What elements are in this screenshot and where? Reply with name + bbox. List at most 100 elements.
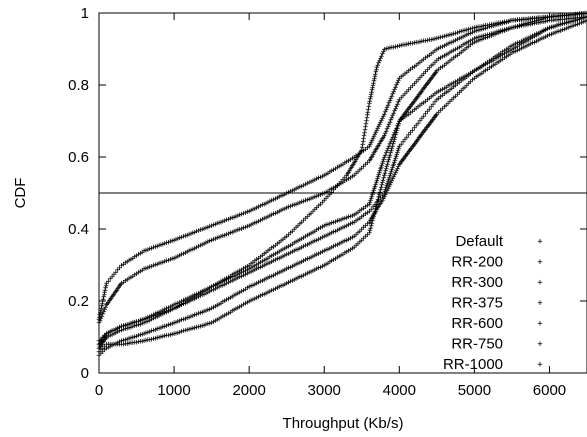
data-point: + [97,311,103,321]
data-point: + [424,124,430,134]
data-point: + [411,141,417,151]
data-point: + [395,164,401,174]
data-point: + [226,215,232,225]
data-point: + [361,162,367,172]
data-point: + [246,297,252,307]
data-point: + [438,43,444,53]
data-point: + [528,14,534,24]
data-point: + [230,273,236,283]
data-point: + [218,277,224,287]
data-point: + [162,332,168,342]
data-point: + [502,54,508,64]
data-point: + [338,251,344,261]
data-point: + [307,239,313,249]
data-point: + [556,21,562,31]
data-point: + [365,158,371,168]
data-point: + [367,157,373,167]
data-point: + [509,41,515,51]
data-point: + [314,175,320,185]
data-point: + [562,19,568,29]
data-point: + [362,128,368,138]
data-point: + [388,146,394,156]
data-point: + [248,282,254,292]
data-point: + [243,263,249,273]
data-point: + [101,337,107,347]
data-point: + [237,273,243,283]
data-point: + [423,68,429,78]
x-tick-label: 6000 [533,382,566,399]
data-point: + [434,56,440,66]
data-point: + [418,131,424,141]
data-point: + [192,294,198,304]
data-point: + [507,46,513,56]
data-point: + [425,66,431,76]
data-point: + [128,273,134,283]
data-point: + [524,41,530,51]
data-point: + [275,194,281,204]
data-point: + [252,261,258,271]
data-point: + [121,260,127,270]
data-point: + [246,261,252,271]
data-point: + [573,16,579,26]
data-point: + [374,205,380,215]
data-point: + [378,138,384,148]
data-point: + [263,213,269,223]
data-point: + [175,252,181,262]
y-tick-label: 0.2 [68,293,89,310]
data-point: + [475,33,481,43]
data-point: + [442,84,448,94]
data-point: + [367,207,373,217]
data-point: + [108,294,114,304]
data-point: + [98,314,104,324]
data-point: + [185,326,191,336]
data-point: + [134,317,140,327]
data-point: + [360,143,366,153]
data-point: + [278,246,284,256]
data-point: + [369,192,375,202]
data-point: + [387,153,393,163]
data-point: + [436,108,442,118]
data-point: + [371,186,377,196]
data-point: + [261,290,267,300]
data-point: + [500,26,506,36]
data-point: + [239,268,245,278]
data-point: + [108,340,114,350]
data-point: + [519,22,525,32]
data-point: + [472,38,478,48]
data-point: + [361,223,367,233]
data-point: + [390,142,396,152]
data-point: + [453,81,459,91]
data-point: + [472,67,478,77]
data-point: + [160,332,166,342]
data-point: + [329,219,335,229]
data-point: + [359,225,365,235]
data-point: + [442,51,448,61]
data-point: + [209,319,215,329]
data-point: + [102,336,108,346]
data-point: + [297,235,303,245]
data-point: + [205,284,211,294]
data-point: + [124,275,130,285]
data-point: + [504,18,510,28]
data-point: + [353,152,359,162]
data-point: + [175,299,181,309]
data-point: + [477,33,483,43]
data-point: + [290,227,296,237]
data-point: + [423,82,429,92]
data-point: + [496,20,502,30]
data-point: + [124,320,130,330]
data-point: + [381,47,387,57]
data-point: + [410,126,416,136]
data-point: + [359,146,365,156]
data-point: + [275,284,281,294]
legend-label: RR-1000 [443,356,503,373]
data-point: + [412,97,418,107]
data-point: + [171,319,177,329]
data-point: + [173,235,179,245]
data-point: + [185,314,191,324]
data-point: + [220,298,226,308]
data-point: + [322,171,328,181]
data-point: + [496,57,502,67]
data-point: + [368,155,374,165]
data-point: + [407,146,413,156]
